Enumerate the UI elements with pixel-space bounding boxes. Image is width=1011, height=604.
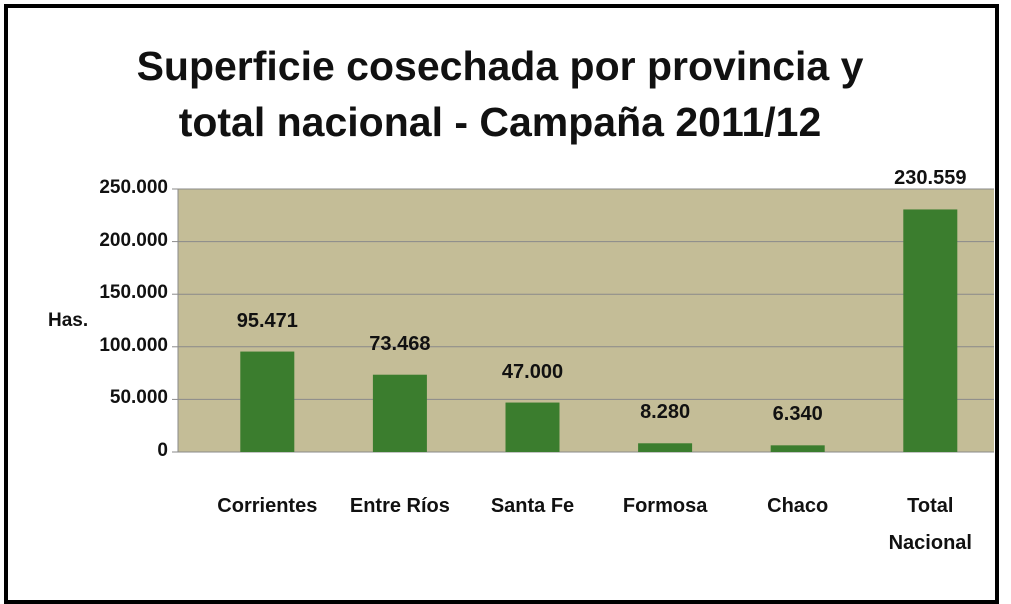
- value-label: 95.471: [236, 309, 298, 332]
- bar: [638, 443, 693, 452]
- value-label: 8.280: [640, 401, 691, 424]
- chart: [172, 188, 994, 453]
- x-tick-label: Formosa: [622, 495, 708, 517]
- value-label: 6.340: [772, 403, 823, 426]
- bar: [505, 402, 560, 452]
- x-tick-label: Entre Ríos: [349, 495, 450, 517]
- value-label: 73.468: [369, 332, 431, 355]
- chart-title: Superficie cosechada por provincia y tot…: [136, 43, 864, 145]
- bar: [240, 351, 295, 452]
- value-label: 47.000: [501, 360, 564, 383]
- y-tick-label: 150.000: [99, 282, 168, 304]
- bar: [372, 374, 427, 452]
- value-label: 230.559: [894, 167, 967, 190]
- bar: [903, 209, 958, 452]
- plot-area: [178, 189, 994, 452]
- x-tick-label: Chaco: [767, 495, 829, 517]
- y-tick-label: 50.000: [109, 387, 168, 409]
- y-tick-label: 250.000: [99, 177, 168, 198]
- x-tick-label: Total Nacional: [888, 495, 972, 554]
- x-tick-label: Corrientes: [217, 495, 318, 517]
- y-axis-label: Has.: [48, 310, 89, 331]
- page: Superficie cosechada por provincia y tot…: [4, 4, 999, 604]
- bar: [770, 445, 825, 452]
- x-tick-label: Santa Fe: [490, 495, 575, 517]
- y-tick-label: 200.000: [99, 229, 168, 251]
- y-tick-label: 0: [157, 440, 168, 461]
- y-tick-label: 100.000: [99, 334, 168, 356]
